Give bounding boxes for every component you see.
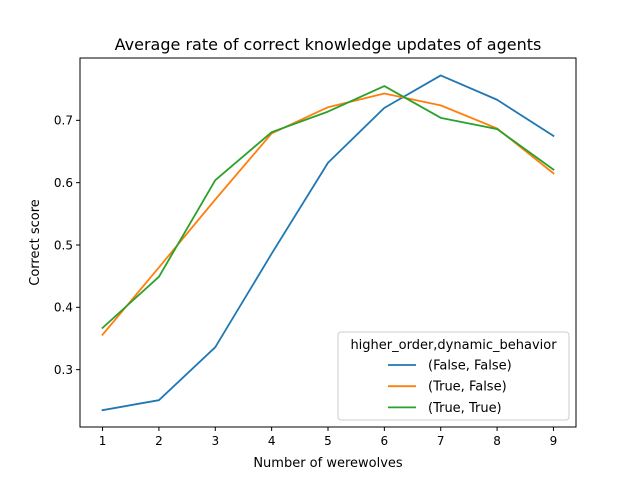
legend-label: (True, False) xyxy=(428,380,507,395)
y-tick-label: 0.6 xyxy=(54,176,73,190)
chart-title: Average rate of correct knowledge update… xyxy=(115,35,542,54)
y-tick-label: 0.7 xyxy=(54,114,73,128)
x-tick-label: 4 xyxy=(268,434,276,448)
y-tick-label: 0.3 xyxy=(54,363,73,377)
legend-frame xyxy=(337,331,570,421)
x-tick-label: 6 xyxy=(381,434,389,448)
x-axis-label: Number of werewolves xyxy=(253,456,403,471)
y-axis: 0.3 0.4 0.5 0.6 0.7 xyxy=(54,114,80,377)
x-tick-label: 9 xyxy=(550,434,558,448)
series-line-3 xyxy=(101,85,555,330)
legend-entries: (False, False) (True, False) (True, True) xyxy=(388,359,512,416)
legend-title: higher_order,dynamic_behavior xyxy=(350,338,557,353)
x-tick-label: 3 xyxy=(211,434,219,448)
series-line-1 xyxy=(101,74,555,412)
y-axis-label: Correct score xyxy=(28,199,43,286)
legend-label: (False, False) xyxy=(428,359,512,374)
y-tick-label: 0.4 xyxy=(54,301,73,315)
x-tick-label: 5 xyxy=(324,434,332,448)
legend-label: (True, True) xyxy=(428,401,502,416)
x-axis: 1 2 3 4 5 6 7 8 9 xyxy=(99,427,558,448)
series-layer xyxy=(101,74,555,412)
x-tick-label: 8 xyxy=(493,434,501,448)
y-tick-label: 0.5 xyxy=(54,238,73,252)
x-tick-label: 2 xyxy=(155,434,163,448)
x-tick-label: 1 xyxy=(99,434,107,448)
x-tick-label: 7 xyxy=(437,434,445,448)
legend: higher_order,dynamic_behavior (False, Fa… xyxy=(337,331,570,421)
